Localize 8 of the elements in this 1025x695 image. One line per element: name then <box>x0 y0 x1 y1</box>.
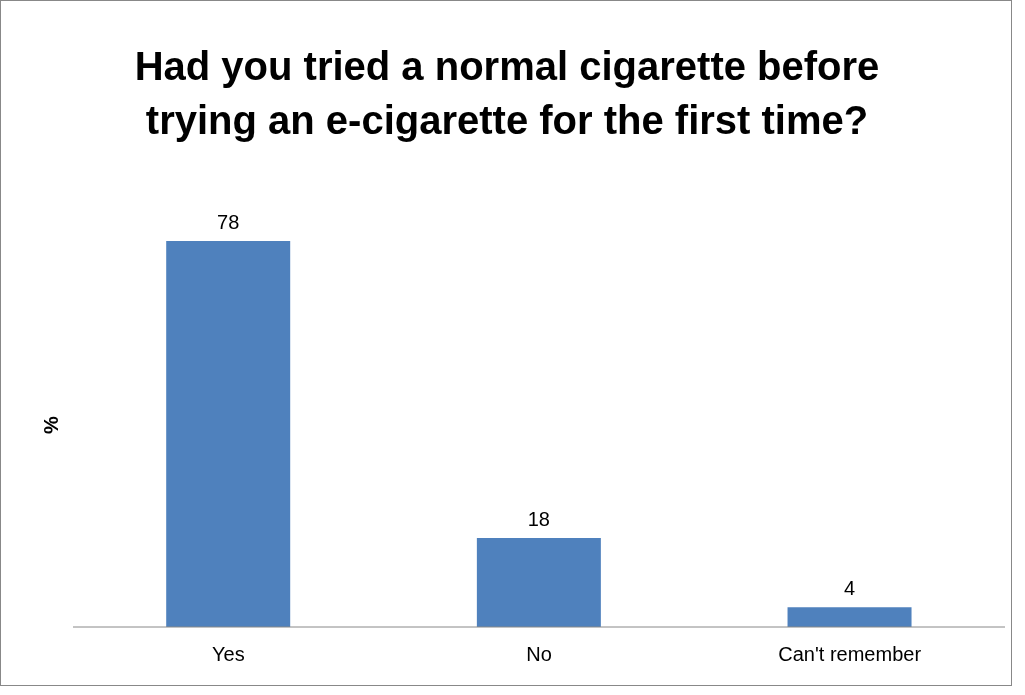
x-tick-label: Yes <box>212 643 245 666</box>
data-label: 78 <box>217 211 240 233</box>
data-label: 4 <box>843 577 856 600</box>
chart-title: Had you tried a normal cigarette before trying an e-cigarette for the first time? <box>133 43 881 144</box>
data-label: 18 <box>527 507 550 530</box>
y-axis-title: % <box>40 416 63 434</box>
x-tick-label: Can't remember <box>778 643 922 666</box>
x-tick-label: No <box>526 643 552 666</box>
